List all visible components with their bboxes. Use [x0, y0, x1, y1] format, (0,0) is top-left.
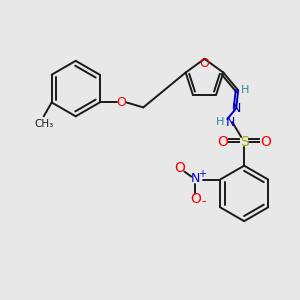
Text: -: -	[201, 195, 206, 208]
Text: O: O	[260, 135, 272, 149]
Text: N: N	[191, 172, 200, 185]
Text: N: N	[232, 102, 241, 115]
Text: S: S	[240, 135, 248, 149]
Text: O: O	[217, 135, 228, 149]
Text: O: O	[174, 161, 185, 175]
Text: H: H	[216, 117, 225, 127]
Text: CH₃: CH₃	[34, 119, 53, 129]
Text: N: N	[226, 116, 235, 129]
Text: O: O	[190, 192, 201, 206]
Text: +: +	[198, 169, 206, 178]
Text: H: H	[241, 85, 249, 95]
Text: O: O	[117, 96, 127, 109]
Text: O: O	[200, 57, 209, 70]
